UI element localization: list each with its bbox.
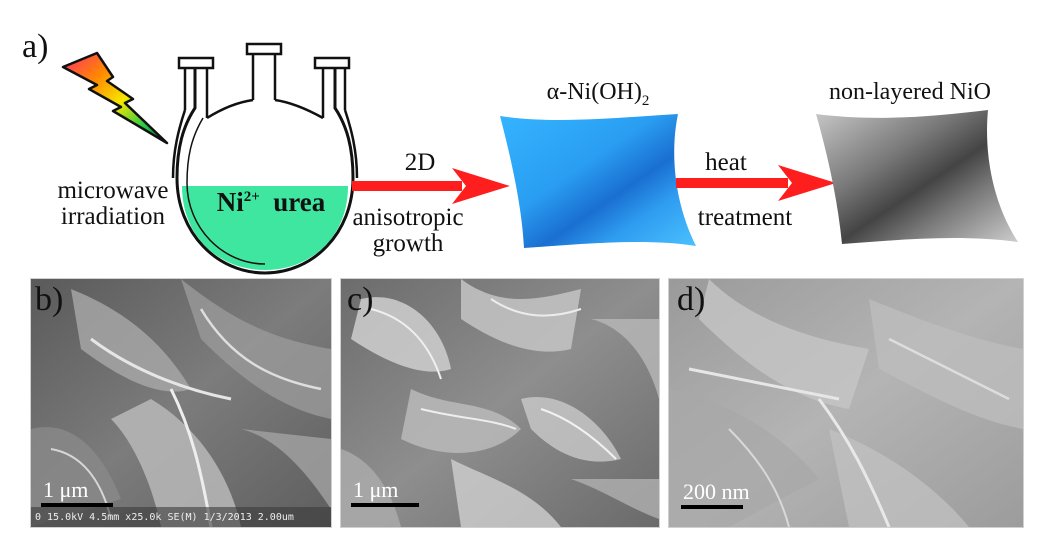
- arrow1-bottom-line1: anisotropic: [352, 204, 464, 231]
- panel-b-scalebar-label: 1 μm: [43, 477, 89, 502]
- arrow1-top-label: 2D: [404, 149, 436, 176]
- product1-subscript: 2: [641, 92, 650, 109]
- three-neck-flask-icon: [171, 42, 359, 275]
- microwave-label-line2: irradiation: [60, 203, 166, 231]
- panel-c-letter: c): [347, 281, 374, 318]
- panel-d-letter: d): [677, 281, 706, 318]
- panel-b-footer: 0 15.0kV 4.5mm x25.0k SE(M) 1/3/2013 2.0…: [35, 512, 294, 523]
- nio-sheet: [816, 110, 1018, 244]
- panel-b-sem-image: b) 1 μm 0 15.0kV 4.5mm x25.0k SE(M) 1/3/…: [30, 278, 332, 528]
- panel-c-sem-image: c) 1 μm: [340, 278, 660, 528]
- panel-c-scalebar: [351, 503, 419, 507]
- flask-ion: Ni: [216, 187, 244, 217]
- flask-ion-charge: 2+: [243, 189, 260, 205]
- arrow1-bottom-label: anisotropic growth: [348, 204, 468, 258]
- product2-label: non-layered NiO: [829, 79, 991, 105]
- panel-d-scalebar-label: 200 nm: [683, 479, 750, 504]
- microwave-label: microwave irradiation: [38, 177, 188, 231]
- arrow2-top-label: heat: [705, 149, 747, 176]
- alpha-nioh2-sheet: [500, 114, 696, 248]
- reaction-arrow-2: [676, 165, 836, 201]
- arrow2-bottom-label: treatment: [697, 204, 793, 231]
- product1-label: α-Ni(OH)2: [488, 79, 708, 110]
- panel-b-scalebar: [41, 503, 113, 507]
- arrow1-bottom-line2: growth: [372, 230, 444, 258]
- flask-reagent: urea: [273, 187, 326, 217]
- panel-d-sem-image: d) 200 nm: [668, 278, 1024, 528]
- product1-prefix: α-Ni(OH): [546, 79, 642, 105]
- reaction-arrow-1: [352, 168, 510, 204]
- panel-d-scalebar: [681, 505, 743, 509]
- lightning-bolt-icon: [61, 51, 169, 145]
- microwave-label-line1: microwave: [57, 177, 169, 204]
- panel-c-scalebar-label: 1 μm: [353, 477, 399, 502]
- panel-b-letter: b): [35, 281, 64, 318]
- flask-contents-label: Ni2+ urea: [196, 188, 346, 216]
- panel-a-letter: a): [22, 28, 49, 65]
